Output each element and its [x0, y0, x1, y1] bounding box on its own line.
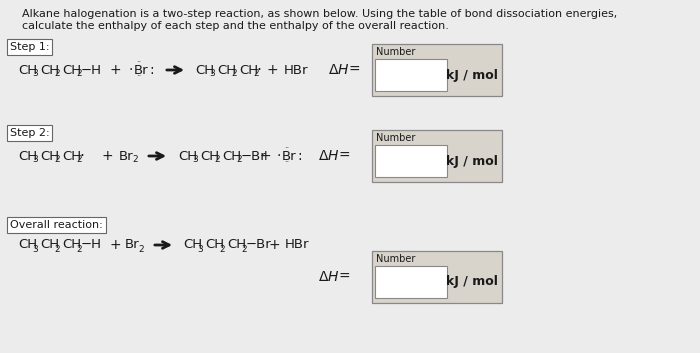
Text: calculate the enthalpy of each step and the enthalpy of the overall reaction.: calculate the enthalpy of each step and … — [22, 21, 449, 31]
Text: CH: CH — [18, 239, 37, 251]
Text: =: = — [338, 149, 349, 163]
Text: Br: Br — [134, 64, 148, 77]
Text: CH: CH — [40, 64, 59, 77]
Text: ··: ·· — [136, 59, 141, 67]
Text: Br: Br — [119, 150, 134, 162]
Text: CH: CH — [40, 150, 59, 162]
Text: CH: CH — [62, 64, 81, 77]
Text: 3: 3 — [192, 156, 197, 164]
Text: −H: −H — [81, 64, 102, 77]
Text: ·: · — [79, 149, 84, 163]
Text: ·: · — [276, 149, 281, 163]
Text: 2: 2 — [76, 245, 82, 253]
Text: kJ / mol: kJ / mol — [446, 68, 498, 82]
Text: 3: 3 — [32, 70, 38, 78]
Text: ··: ·· — [136, 72, 141, 82]
Text: Br: Br — [125, 239, 139, 251]
Text: =: = — [348, 63, 360, 77]
Text: CH: CH — [222, 150, 241, 162]
Text: 2: 2 — [219, 245, 225, 253]
Text: −H: −H — [81, 239, 102, 251]
FancyBboxPatch shape — [372, 130, 502, 182]
Text: 2: 2 — [214, 156, 220, 164]
Text: CH: CH — [62, 150, 81, 162]
Text: CH: CH — [205, 239, 224, 251]
Text: +: + — [268, 238, 280, 252]
Text: CH: CH — [227, 239, 246, 251]
Text: 2: 2 — [132, 156, 138, 164]
Text: 2: 2 — [138, 245, 144, 253]
Text: 3: 3 — [209, 70, 215, 78]
Text: 3: 3 — [32, 156, 38, 164]
Text: 2: 2 — [241, 245, 246, 253]
Text: −Br: −Br — [246, 239, 272, 251]
Text: Step 2:: Step 2: — [10, 128, 50, 138]
Text: CH: CH — [40, 239, 59, 251]
Text: ··: ·· — [284, 158, 289, 168]
FancyBboxPatch shape — [372, 251, 502, 303]
Text: +: + — [102, 149, 113, 163]
Bar — [375, 59, 447, 91]
Text: CH: CH — [217, 64, 236, 77]
Text: Step 1:: Step 1: — [10, 42, 50, 52]
Text: :: : — [149, 63, 153, 77]
Text: CH: CH — [62, 239, 81, 251]
Text: +: + — [109, 63, 121, 77]
Text: 2: 2 — [236, 156, 241, 164]
Text: 2: 2 — [76, 70, 82, 78]
Bar — [375, 145, 447, 177]
Text: CH: CH — [195, 64, 214, 77]
Text: 2: 2 — [76, 156, 82, 164]
Text: $\Delta H$: $\Delta H$ — [318, 270, 340, 284]
Text: ·: · — [256, 62, 261, 78]
Text: 2: 2 — [253, 70, 258, 78]
Text: Br: Br — [282, 150, 297, 162]
Bar — [375, 266, 447, 298]
Text: :: : — [297, 149, 302, 163]
Text: CH: CH — [18, 150, 37, 162]
FancyBboxPatch shape — [372, 44, 502, 96]
Text: 2: 2 — [54, 70, 60, 78]
Text: CH: CH — [200, 150, 219, 162]
Text: =: = — [338, 270, 349, 284]
Text: Number: Number — [376, 133, 415, 143]
Text: 2: 2 — [231, 70, 237, 78]
Text: +: + — [266, 63, 278, 77]
Text: CH: CH — [239, 64, 258, 77]
Text: 2: 2 — [54, 245, 60, 253]
Text: CH: CH — [183, 239, 202, 251]
Text: CH: CH — [178, 150, 197, 162]
Text: kJ / mol: kJ / mol — [446, 275, 498, 288]
Text: +: + — [109, 238, 121, 252]
Text: kJ / mol: kJ / mol — [446, 155, 498, 168]
Text: Overall reaction:: Overall reaction: — [10, 220, 103, 230]
Text: Alkane halogenation is a two-step reaction, as shown below. Using the table of b: Alkane halogenation is a two-step reacti… — [22, 9, 617, 19]
Text: Number: Number — [376, 254, 415, 264]
Text: HBr: HBr — [284, 64, 309, 77]
Text: +: + — [259, 149, 271, 163]
Text: −Br: −Br — [241, 150, 267, 162]
Text: 3: 3 — [32, 245, 38, 253]
Text: CH: CH — [18, 64, 37, 77]
Text: $\Delta H$: $\Delta H$ — [318, 149, 340, 163]
Text: HBr: HBr — [285, 239, 309, 251]
Text: ·: · — [128, 63, 132, 77]
Text: Number: Number — [376, 47, 415, 57]
Text: ··: ·· — [284, 144, 289, 154]
Text: 3: 3 — [197, 245, 203, 253]
Text: 2: 2 — [54, 156, 60, 164]
Text: $\Delta H$: $\Delta H$ — [328, 63, 349, 77]
